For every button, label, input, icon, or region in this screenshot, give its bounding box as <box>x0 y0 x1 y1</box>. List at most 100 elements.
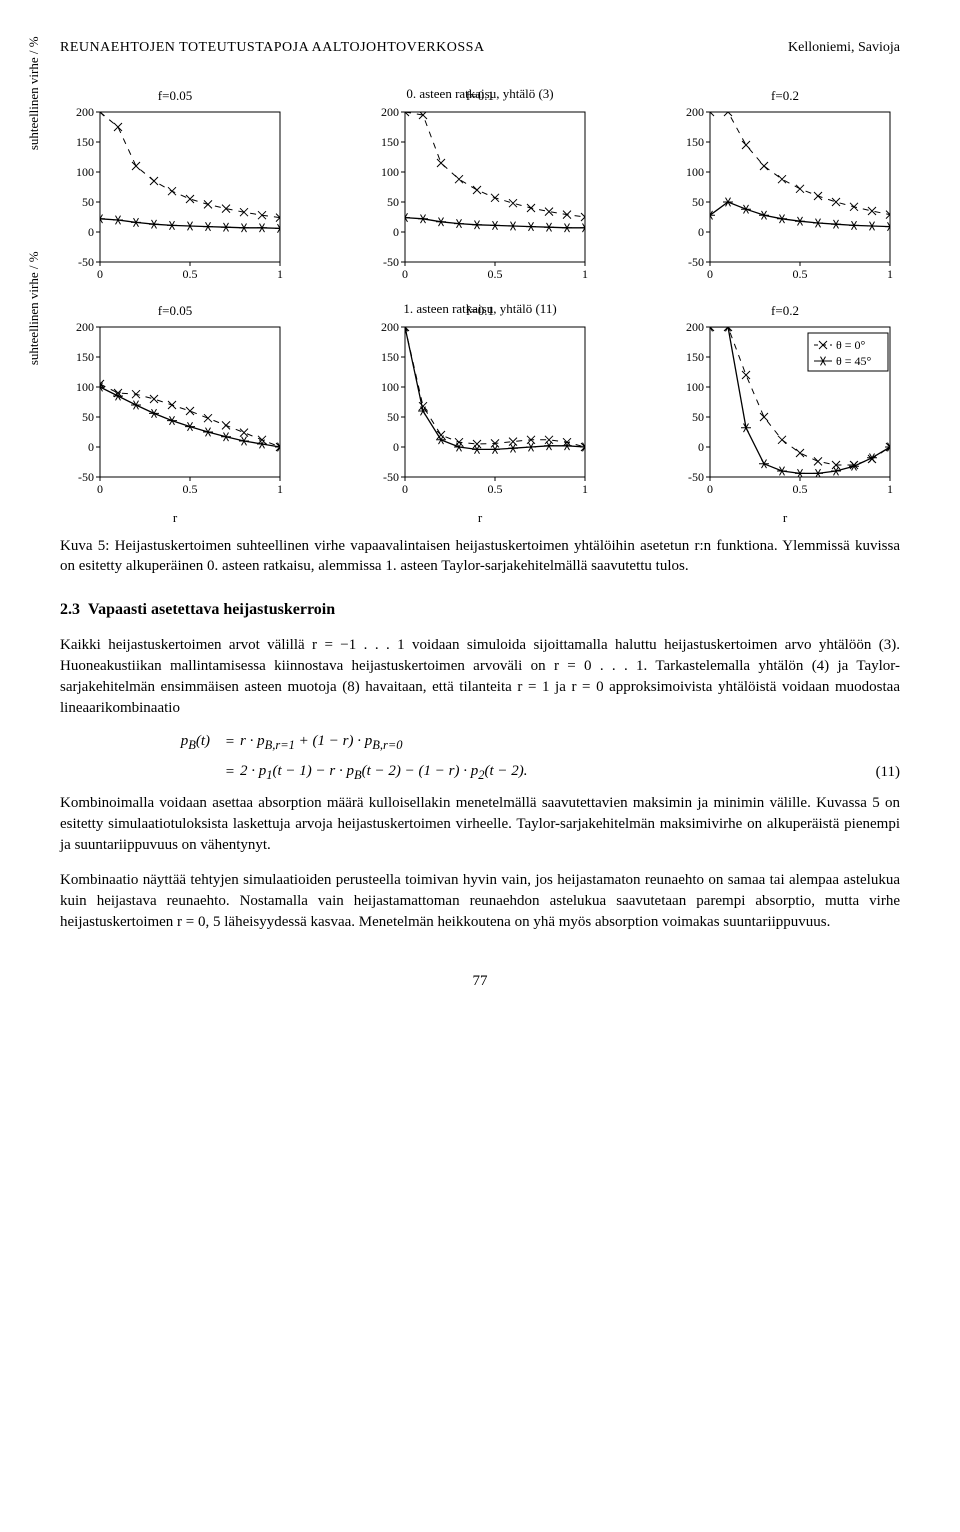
svg-text:200: 200 <box>76 321 94 334</box>
plot-title: f=0.1 <box>365 303 595 319</box>
plot-row: f=0.05suhteellinen virhe / %-50050100150… <box>60 106 900 291</box>
ylabel: suhteellinen virhe / % <box>26 251 42 365</box>
plot-title: f=0.05 <box>60 88 290 104</box>
svg-text:-50: -50 <box>78 470 94 484</box>
svg-text:0.5: 0.5 <box>183 482 198 496</box>
svg-text:0: 0 <box>707 482 713 496</box>
svg-text:200: 200 <box>381 106 399 119</box>
svg-text:50: 50 <box>387 195 399 209</box>
svg-text:1: 1 <box>277 267 283 281</box>
section-title: Vapaasti asetettava heijastuskerroin <box>88 601 335 618</box>
svg-text:50: 50 <box>387 410 399 424</box>
svg-text:θ = 0°: θ = 0° <box>836 338 866 352</box>
svg-text:150: 150 <box>381 350 399 364</box>
section-number: 2.3 <box>60 601 80 618</box>
caption-text: Heijastuskertoimen suhteellinen virhe va… <box>60 538 900 574</box>
svg-text:0.5: 0.5 <box>793 482 808 496</box>
svg-text:1: 1 <box>582 267 588 281</box>
equation-11-line2: = 2 · p1(t − 1) − r · pB(t − 2) − (1 − r… <box>60 763 900 783</box>
svg-text:0: 0 <box>402 267 408 281</box>
svg-text:0.5: 0.5 <box>488 482 503 496</box>
running-header: REUNAEHTOJEN TOTEUTUSTAPOJA AALTOJOHTOVE… <box>60 40 900 56</box>
paragraph-3: Kombinaatio näyttää tehtyjen simulaatioi… <box>60 870 900 933</box>
header-left: REUNAEHTOJEN TOTEUTUSTAPOJA AALTOJOHTOVE… <box>60 40 485 56</box>
svg-text:-50: -50 <box>688 470 704 484</box>
svg-text:0: 0 <box>698 225 704 239</box>
svg-text:100: 100 <box>686 165 704 179</box>
equation-11-line1: pB(t) = r · pB,r=1 + (1 − r) · pB,r=0 <box>60 733 900 753</box>
svg-text:200: 200 <box>686 321 704 334</box>
svg-text:1: 1 <box>582 482 588 496</box>
svg-text:0: 0 <box>707 267 713 281</box>
svg-text:50: 50 <box>82 410 94 424</box>
eq-lhs: pB(t) <box>60 733 220 753</box>
svg-text:200: 200 <box>381 321 399 334</box>
svg-text:-50: -50 <box>383 470 399 484</box>
svg-text:50: 50 <box>82 195 94 209</box>
header-right: Kelloniemi, Savioja <box>788 40 900 56</box>
line-chart: -5005010015020000.51θ = 0°θ = 45° <box>670 321 900 501</box>
plot-title: f=0.2 <box>670 303 900 319</box>
svg-text:200: 200 <box>686 106 704 119</box>
svg-text:1: 1 <box>887 267 893 281</box>
svg-text:100: 100 <box>686 380 704 394</box>
svg-text:150: 150 <box>76 135 94 149</box>
svg-text:-50: -50 <box>78 255 94 269</box>
plot-title: f=0.2 <box>670 88 900 104</box>
paragraph-1: Kaikki heijastuskertoimen arvot välillä … <box>60 635 900 719</box>
plot-cell: f=0.2-5005010015020000.51 <box>670 106 900 291</box>
svg-text:0: 0 <box>393 225 399 239</box>
xlabel: r <box>60 510 290 526</box>
xlabel: r <box>670 510 900 526</box>
figure-5: 0. asteen ratkaisu, yhtälö (3)f=0.05suht… <box>60 86 900 506</box>
svg-text:100: 100 <box>76 380 94 394</box>
svg-text:150: 150 <box>686 135 704 149</box>
svg-text:0: 0 <box>698 440 704 454</box>
line-chart: -5005010015020000.51 <box>60 321 290 501</box>
svg-text:0: 0 <box>97 267 103 281</box>
figure-caption: Kuva 5: Heijastuskertoimen suhteellinen … <box>60 536 900 577</box>
paragraph-2: Kombinoimalla voidaan asettaa absorption… <box>60 793 900 856</box>
svg-text:-50: -50 <box>383 255 399 269</box>
svg-text:150: 150 <box>381 135 399 149</box>
plot-cell: f=0.2r-5005010015020000.51θ = 0°θ = 45° <box>670 321 900 506</box>
page-number: 77 <box>60 973 900 990</box>
svg-text:0: 0 <box>393 440 399 454</box>
plot-title: f=0.1 <box>365 88 595 104</box>
svg-text:-50: -50 <box>688 255 704 269</box>
svg-text:100: 100 <box>381 380 399 394</box>
svg-text:1: 1 <box>887 482 893 496</box>
section-heading: 2.3 Vapaasti asetettava heijastuskerroin <box>60 601 900 619</box>
svg-text:0.5: 0.5 <box>793 267 808 281</box>
caption-lead: Kuva 5: <box>60 538 115 554</box>
svg-text:0.5: 0.5 <box>183 267 198 281</box>
svg-text:50: 50 <box>692 410 704 424</box>
svg-text:100: 100 <box>76 165 94 179</box>
plot-cell: f=0.1r-5005010015020000.51 <box>365 321 595 506</box>
eq-rhs-line2: 2 · p1(t − 1) − r · pB(t − 2) − (1 − r) … <box>240 763 850 783</box>
svg-text:0: 0 <box>402 482 408 496</box>
eq-number: (11) <box>850 764 900 781</box>
plot-cell: f=0.1-5005010015020000.51 <box>365 106 595 291</box>
svg-text:0: 0 <box>97 482 103 496</box>
svg-text:150: 150 <box>76 350 94 364</box>
line-chart: -5005010015020000.51 <box>365 321 595 501</box>
plot-cell: f=0.05suhteellinen virhe / %-50050100150… <box>60 106 290 291</box>
svg-text:0: 0 <box>88 225 94 239</box>
eq-rhs: r · pB,r=1 + (1 − r) · pB,r=0 <box>240 733 850 753</box>
svg-text:0.5: 0.5 <box>488 267 503 281</box>
plot-title: f=0.05 <box>60 303 290 319</box>
line-chart: -5005010015020000.51 <box>60 106 290 286</box>
xlabel: r <box>365 510 595 526</box>
plot-cell: f=0.05suhteellinen virhe / %r-5005010015… <box>60 321 290 506</box>
ylabel: suhteellinen virhe / % <box>26 36 42 150</box>
svg-text:1: 1 <box>277 482 283 496</box>
eq-sign: = <box>220 734 240 751</box>
svg-text:θ = 45°: θ = 45° <box>836 354 872 368</box>
plot-row: f=0.05suhteellinen virhe / %r-5005010015… <box>60 321 900 506</box>
svg-text:150: 150 <box>686 350 704 364</box>
svg-text:200: 200 <box>76 106 94 119</box>
svg-text:0: 0 <box>88 440 94 454</box>
line-chart: -5005010015020000.51 <box>365 106 595 286</box>
line-chart: -5005010015020000.51 <box>670 106 900 286</box>
